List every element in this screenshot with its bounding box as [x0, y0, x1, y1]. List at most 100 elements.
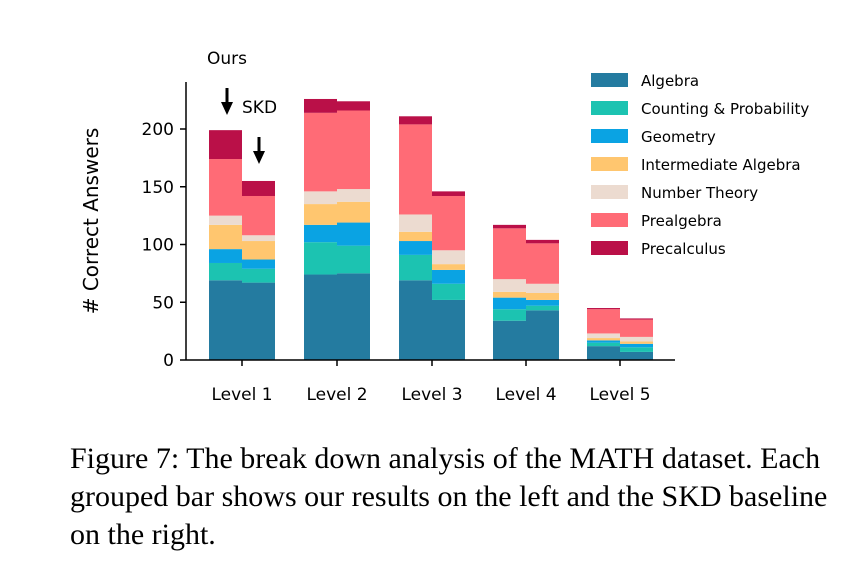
- legend-swatch: [591, 213, 628, 227]
- bar-segment-skd-level-5-intermediate-algebra: [620, 341, 653, 344]
- bar-segment-skd-level-3-intermediate-algebra: [432, 264, 465, 270]
- legend: Algebra Counting & Probability Geometry Int…: [591, 72, 809, 258]
- bar-segment-skd-level-3-algebra: [432, 299, 465, 360]
- y-tick-label: 0: [163, 351, 174, 371]
- skd-annotation-label: SKD: [242, 98, 277, 118]
- bar-segment-ours-level-4-intermediate-algebra: [493, 291, 526, 298]
- annotations: Ours SKD: [207, 49, 277, 164]
- bar-segment-ours-level-1-counting-probability: [209, 262, 242, 281]
- bar-segment-ours-level-5-prealgebra: [587, 309, 620, 334]
- bar-segment-ours-level-1-precalculus: [209, 130, 242, 160]
- bar-segment-ours-level-5-number-theory: [587, 333, 620, 339]
- bar-segment-ours-level-5-algebra: [587, 346, 620, 360]
- bar-segment-ours-level-2-counting-probability: [304, 242, 337, 275]
- bar-segment-ours-level-1-number-theory: [209, 215, 242, 225]
- figure-caption: Figure 7: The break down analysis of the…: [70, 442, 828, 551]
- bar-segment-skd-level-2-prealgebra: [337, 110, 370, 190]
- y-tick-label: 200: [142, 120, 174, 140]
- x-tick-label: Level 3: [401, 385, 462, 405]
- legend-label: Number Theory: [641, 184, 758, 202]
- legend-label: Prealgebra: [641, 212, 722, 230]
- x-tick-label: Level 2: [306, 385, 367, 405]
- y-tick-label: 100: [142, 236, 174, 256]
- bar-segment-skd-level-5-precalculus: [620, 318, 653, 320]
- bar-segment-skd-level-3-prealgebra: [432, 195, 465, 251]
- bar-segment-skd-level-4-intermediate-algebra: [526, 293, 559, 300]
- bar-segment-ours-level-3-prealgebra: [399, 124, 432, 215]
- ours-arrow: [221, 88, 233, 115]
- bar-segment-skd-level-5-counting-probability: [620, 347, 653, 352]
- x-tick-label: Level 5: [589, 385, 650, 405]
- bar-segment-skd-level-3-number-theory: [432, 250, 465, 265]
- bar-segment-skd-level-2-counting-probability: [337, 245, 370, 274]
- bar-segment-skd-level-1-intermediate-algebra: [242, 241, 275, 260]
- bar-segment-skd-level-2-number-theory: [337, 189, 370, 202]
- bar-segment-skd-level-4-prealgebra: [526, 243, 559, 284]
- y-ticks: 0 50 100 150 200: [142, 120, 186, 371]
- bar-segment-skd-level-1-geometry: [242, 259, 275, 269]
- bar-segment-ours-level-2-precalculus: [304, 98, 337, 113]
- bar-segment-ours-level-3-precalculus: [399, 116, 432, 125]
- y-tick-label: 150: [142, 178, 174, 198]
- bar-segment-skd-level-2-algebra: [337, 273, 370, 360]
- skd-arrow: [253, 137, 265, 164]
- bar-segment-ours-level-4-geometry: [493, 297, 526, 310]
- bar-segment-ours-level-1-geometry: [209, 249, 242, 263]
- ours-annotation-label: Ours: [207, 49, 247, 69]
- bar-segment-ours-level-3-counting-probability: [399, 254, 432, 281]
- bar-segment-ours-level-2-prealgebra: [304, 112, 337, 192]
- bar-segment-skd-level-1-number-theory: [242, 235, 275, 242]
- bar-segment-ours-level-5-geometry: [587, 340, 620, 343]
- bar-segment-ours-level-5-intermediate-algebra: [587, 338, 620, 341]
- bar-segment-ours-level-1-algebra: [209, 280, 242, 360]
- bar-segment-ours-level-2-geometry: [304, 224, 337, 243]
- bar-segment-skd-level-5-prealgebra: [620, 319, 653, 337]
- bar-segment-skd-level-5-number-theory: [620, 336, 653, 342]
- bar-segment-ours-level-4-precalculus: [493, 224, 526, 229]
- bar-segment-ours-level-2-number-theory: [304, 191, 337, 205]
- bar-segment-skd-level-3-counting-probability: [432, 283, 465, 300]
- bar-segment-skd-level-4-number-theory: [526, 283, 559, 294]
- legend-label: Counting & Probability: [641, 100, 809, 118]
- y-tick-label: 50: [152, 293, 174, 313]
- bar-segment-ours-level-3-geometry: [399, 241, 432, 255]
- bar-segment-ours-level-3-algebra: [399, 280, 432, 360]
- bar-segment-skd-level-2-precalculus: [337, 101, 370, 111]
- legend-label: Intermediate Algebra: [641, 156, 801, 174]
- bar-segment-skd-level-1-prealgebra: [242, 195, 275, 236]
- legend-swatch: [591, 185, 628, 199]
- bar-segment-skd-level-5-algebra: [620, 351, 653, 360]
- legend-label: Precalculus: [641, 240, 726, 258]
- bar-segment-ours-level-5-counting-probability: [587, 342, 620, 347]
- bar-segment-skd-level-4-counting-probability: [526, 305, 559, 311]
- legend-swatch: [591, 157, 628, 171]
- bar-segment-skd-level-3-precalculus: [432, 191, 465, 196]
- bar-segment-skd-level-1-algebra: [242, 282, 275, 360]
- x-ticks: Level 1 Level 2 Level 3 Level 4 Level 5: [211, 360, 651, 405]
- legend-label: Algebra: [641, 72, 699, 90]
- bar-segment-skd-level-4-geometry: [526, 299, 559, 306]
- y-axis-title: # Correct Answers: [79, 128, 103, 315]
- legend-swatch: [591, 73, 628, 87]
- bar-segment-ours-level-5-precalculus: [587, 308, 620, 310]
- bar-segment-ours-level-4-counting-probability: [493, 309, 526, 321]
- legend-swatch: [591, 129, 628, 143]
- bar-segment-ours-level-4-algebra: [493, 320, 526, 360]
- bar-segment-skd-level-3-geometry: [432, 269, 465, 284]
- bar-segment-ours-level-4-number-theory: [493, 279, 526, 292]
- bar-segment-skd-level-4-precalculus: [526, 239, 559, 244]
- bar-segment-ours-level-3-number-theory: [399, 214, 432, 232]
- x-tick-label: Level 4: [495, 385, 556, 405]
- bar-segment-skd-level-4-algebra: [526, 310, 559, 360]
- bar-segment-skd-level-2-geometry: [337, 222, 370, 246]
- bar-segment-ours-level-1-prealgebra: [209, 159, 242, 216]
- bar-segment-ours-level-1-intermediate-algebra: [209, 224, 242, 250]
- bars-layer: [209, 98, 653, 360]
- legend-label: Geometry: [641, 128, 716, 146]
- bar-segment-ours-level-3-intermediate-algebra: [399, 231, 432, 242]
- bar-segment-ours-level-4-prealgebra: [493, 228, 526, 280]
- x-tick-label: Level 1: [211, 385, 272, 405]
- bar-segment-skd-level-2-intermediate-algebra: [337, 201, 370, 223]
- bar-segment-ours-level-2-intermediate-algebra: [304, 204, 337, 225]
